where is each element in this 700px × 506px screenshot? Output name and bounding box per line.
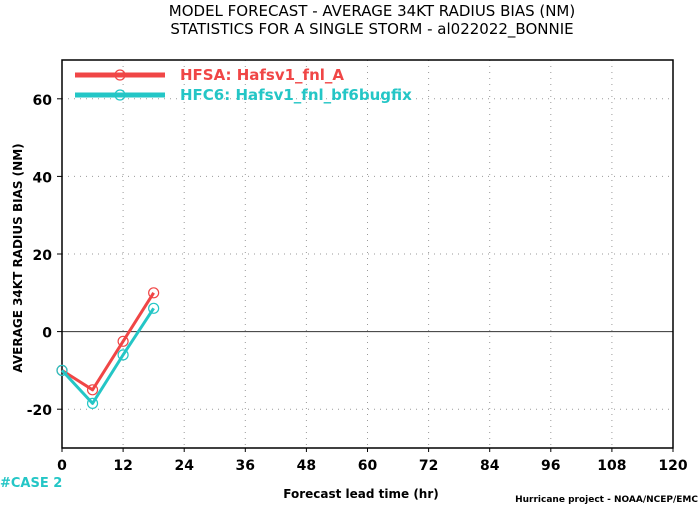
y-axis: -20 0 20 40 60 — [27, 93, 62, 419]
series-layer — [56, 287, 160, 409]
x-axis: 0 12 24 36 48 60 72 84 96 108 120 — [57, 448, 688, 474]
legend-label: HFSA: Hafsv1_fnl_A — [180, 66, 344, 84]
x-tick-label: 84 — [480, 458, 500, 474]
x-tick-label: 96 — [541, 458, 560, 474]
x-tick-label: 48 — [297, 458, 316, 474]
data-point — [117, 335, 129, 347]
series-line-2 — [60, 307, 155, 405]
chart-title: MODEL FORECAST - AVERAGE 34KT RADIUS BIA… — [169, 2, 575, 20]
x-axis-label: Forecast lead time (hr) — [283, 487, 439, 501]
data-point — [148, 287, 160, 299]
x-tick-label: 24 — [174, 458, 194, 474]
plot-area — [61, 59, 674, 449]
y-tick-label: 0 — [42, 326, 52, 342]
credit-text: Hurricane project - NOAA/NCEP/EMC — [515, 495, 698, 505]
y-tick-label: 40 — [33, 170, 53, 186]
series-line-1 — [61, 292, 155, 392]
data-point — [86, 397, 99, 409]
data-point — [117, 349, 129, 361]
x-tick-label: 60 — [358, 458, 378, 474]
legend-label: HFC6: Hafsv1_fnl_bf6bugfix — [180, 86, 412, 104]
legend-marker — [114, 89, 126, 101]
x-tick-label: 120 — [658, 458, 687, 474]
x-tick-label: 36 — [236, 458, 255, 474]
y-tick-label: 60 — [33, 93, 53, 109]
y-tick-label: 20 — [33, 248, 53, 264]
data-point — [56, 364, 68, 376]
chart-subtitle: STATISTICS FOR A SINGLE STORM - al022022… — [170, 20, 573, 39]
grid — [62, 60, 673, 448]
x-tick-label: 72 — [419, 458, 438, 474]
case-label: #CASE 2 — [0, 476, 62, 491]
y-tick-label: -20 — [27, 403, 53, 419]
data-point — [148, 302, 160, 314]
x-tick-label: 108 — [597, 458, 626, 474]
x-tick-label: 12 — [113, 458, 132, 474]
legend: HFSA: Hafsv1_fnl_A HFC6: Hafsv1_fnl_bf6bu… — [75, 66, 412, 104]
legend-marker — [114, 69, 126, 81]
data-point — [86, 384, 99, 396]
y-axis-label: AVERAGE 34KT RADIUS BIAS (NM) — [11, 143, 25, 372]
x-tick-label: 0 — [57, 458, 67, 474]
